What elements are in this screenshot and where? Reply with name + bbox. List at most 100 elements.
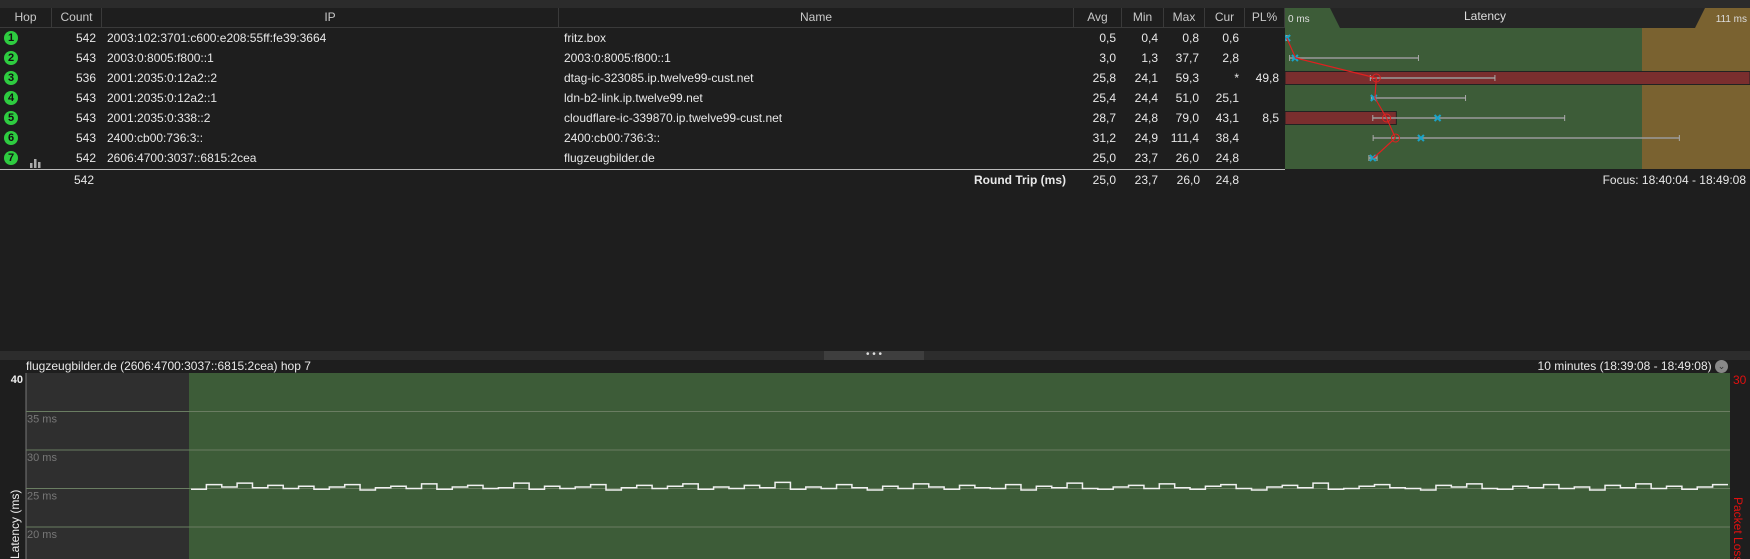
hop-row[interactable]: 5 543 2001:2035:0:338::2 cloudflare-ic-3398… [0, 108, 1285, 128]
packet-loss-bar [1285, 71, 1750, 85]
hop-min: 24,4 [1134, 91, 1158, 105]
hop-avg: 25,4 [1092, 91, 1116, 105]
column-header-min[interactable]: Min [1122, 8, 1164, 27]
graph-title: flugzeugbilder.de (2606:4700:3037::6815:… [26, 359, 311, 373]
average-marker [1390, 133, 1400, 143]
hop-avg: 25,8 [1092, 71, 1116, 85]
current-marker [1369, 154, 1377, 162]
y-tick-label: 35 ms [27, 414, 57, 426]
hop-ip: 2606:4700:3037::6815:2cea [107, 151, 257, 165]
hop-cur: 43,1 [1215, 111, 1239, 125]
hop-name: ldn-b2-link.ip.twelve99.net [564, 91, 703, 105]
hop-row[interactable]: 2 543 2003:0:8005:f800::1 2003:0:8005:f800:… [0, 48, 1285, 68]
hop-count: 543 [75, 131, 96, 145]
hop-row[interactable]: 4 543 2001:2035:0:12a2::1 ldn-b2-link.ip.tw… [0, 88, 1285, 108]
hop-max: 26,0 [1175, 151, 1199, 165]
hop-name: fritz.box [564, 31, 607, 45]
hop-max: 37,7 [1175, 51, 1199, 65]
average-marker [1371, 73, 1381, 83]
hop-name: dtag-ic-323085.ip.twelve99-cust.net [564, 71, 754, 85]
hop-max: 51,0 [1175, 91, 1199, 105]
hop-pl: 8,5 [1262, 111, 1279, 125]
hop-min: 24,1 [1134, 71, 1158, 85]
y-axis-max-label: 40 [11, 374, 23, 386]
time-range-selector[interactable]: 10 minutes (18:39:08 - 18:49:08) ⌄ [1537, 359, 1728, 374]
column-header-max[interactable]: Max [1164, 8, 1205, 27]
hop-avg: 3,0 [1099, 51, 1116, 65]
column-header-count[interactable]: Count [52, 8, 102, 27]
top-bar [0, 0, 1750, 8]
summary-divider [0, 169, 1285, 170]
warning-zone [1642, 8, 1750, 169]
column-header-avg[interactable]: Avg [1074, 8, 1122, 27]
hop-min: 23,7 [1134, 151, 1158, 165]
summary-max: 26,0 [1176, 173, 1200, 187]
focus-range[interactable]: Focus: 18:40:04 - 18:49:08 [1602, 173, 1746, 187]
latency-chart[interactable]: 0 ms 111 ms Latency [1285, 8, 1750, 169]
hop-count: 542 [75, 31, 96, 45]
hop-number-badge: 3 [4, 71, 18, 85]
splitter-grip[interactable]: • • • [824, 350, 924, 360]
hop-ip: 2001:2035:0:12a2::1 [107, 91, 218, 105]
hop-pl [1245, 148, 1279, 168]
current-marker [1291, 54, 1299, 62]
hop-row[interactable]: 1 542 2003:102:3701:c600:e208:55ff:fe39:36… [0, 28, 1285, 48]
hop-number-badge: 5 [4, 111, 18, 125]
y-axis-label: Latency (ms) [8, 490, 22, 559]
hop-avg: 28,7 [1092, 111, 1116, 125]
summary-label: Round Trip (ms) [974, 173, 1066, 187]
hop-ip: 2400:cb00:736:3:: [107, 131, 204, 145]
hop-avg: 25,0 [1092, 151, 1116, 165]
hop-number-badge: 7 [4, 151, 18, 165]
hop-pl [1245, 128, 1279, 148]
current-marker [1417, 134, 1425, 142]
hop-row[interactable]: 7 542 2606:4700:3037::6815:2cea flugzeugbil… [0, 148, 1285, 168]
latency-timeline-chart[interactable]: 35 ms 30 ms 25 ms 20 ms 40 Latency (ms) 30 Pack… [0, 373, 1750, 559]
hop-cur: 38,4 [1215, 131, 1239, 145]
latency-title: Latency [1464, 9, 1506, 23]
summary-avg: 25,0 [1092, 173, 1116, 187]
hop-name: flugzeugbilder.de [564, 151, 655, 165]
hop-row[interactable]: 6 543 2400:cb00:736:3:: 2400:cb00:736:3:: 31… [0, 128, 1285, 148]
hop-ip: 2003:102:3701:c600:e208:55ff:fe39:3664 [107, 31, 327, 45]
time-range-label: 10 minutes (18:39:08 - 18:49:08) [1537, 359, 1712, 373]
hop-min: 24,8 [1134, 111, 1158, 125]
y-tick-label: 30 ms [27, 452, 57, 464]
summary-min: 23,7 [1134, 173, 1158, 187]
hop-cur: * [1234, 71, 1239, 85]
hop-pl [1245, 28, 1279, 48]
hop-avg: 31,2 [1092, 131, 1116, 145]
column-header-name[interactable]: Name [559, 8, 1074, 27]
min-tab [1285, 8, 1340, 28]
hop-count: 542 [75, 151, 96, 165]
hop-avg: 0,5 [1099, 31, 1116, 45]
hop-count: 543 [75, 111, 96, 125]
hop-ip: 2003:0:8005:f800::1 [107, 51, 214, 65]
column-header-pl[interactable]: PL% [1245, 8, 1285, 27]
column-header-hop[interactable]: Hop [0, 8, 52, 27]
table-header: Hop Count IP Name Avg Min Max Cur PL% [0, 8, 1285, 28]
hop-max: 0,8 [1182, 31, 1199, 45]
packet-loss-max-label: 30 [1733, 373, 1747, 387]
hop-ip: 2001:2035:0:338::2 [107, 111, 211, 125]
column-header-cur[interactable]: Cur [1205, 8, 1245, 27]
hop-ip: 2001:2035:0:12a2::2 [107, 71, 218, 85]
hop-max: 79,0 [1175, 111, 1199, 125]
latency-header-band [1285, 8, 1750, 28]
hop-name: cloudflare-ic-339870.ip.twelve99-cust.ne… [564, 111, 783, 125]
bar-chart-icon[interactable] [30, 154, 41, 168]
average-line [1286, 37, 1397, 159]
hop-max: 111,4 [1170, 131, 1199, 145]
hop-row[interactable]: 3 536 2001:2035:0:12a2::2 dtag-ic-323085.ip… [0, 68, 1285, 88]
hop-cur: 25,1 [1215, 91, 1239, 105]
summary-row: 542 Round Trip (ms) 25,0 23,7 26,0 24,8 [0, 170, 1285, 190]
hop-pl [1245, 88, 1279, 108]
current-marker [1433, 114, 1442, 122]
hop-cur: 2,8 [1222, 51, 1239, 65]
summary-count: 542 [73, 173, 94, 187]
latency-max-label: 111 ms [1716, 14, 1747, 25]
max-tab [1695, 8, 1750, 28]
chevron-down-icon[interactable]: ⌄ [1715, 360, 1728, 374]
hop-name: 2400:cb00:736:3:: [564, 131, 661, 145]
column-header-ip[interactable]: IP [102, 8, 559, 27]
